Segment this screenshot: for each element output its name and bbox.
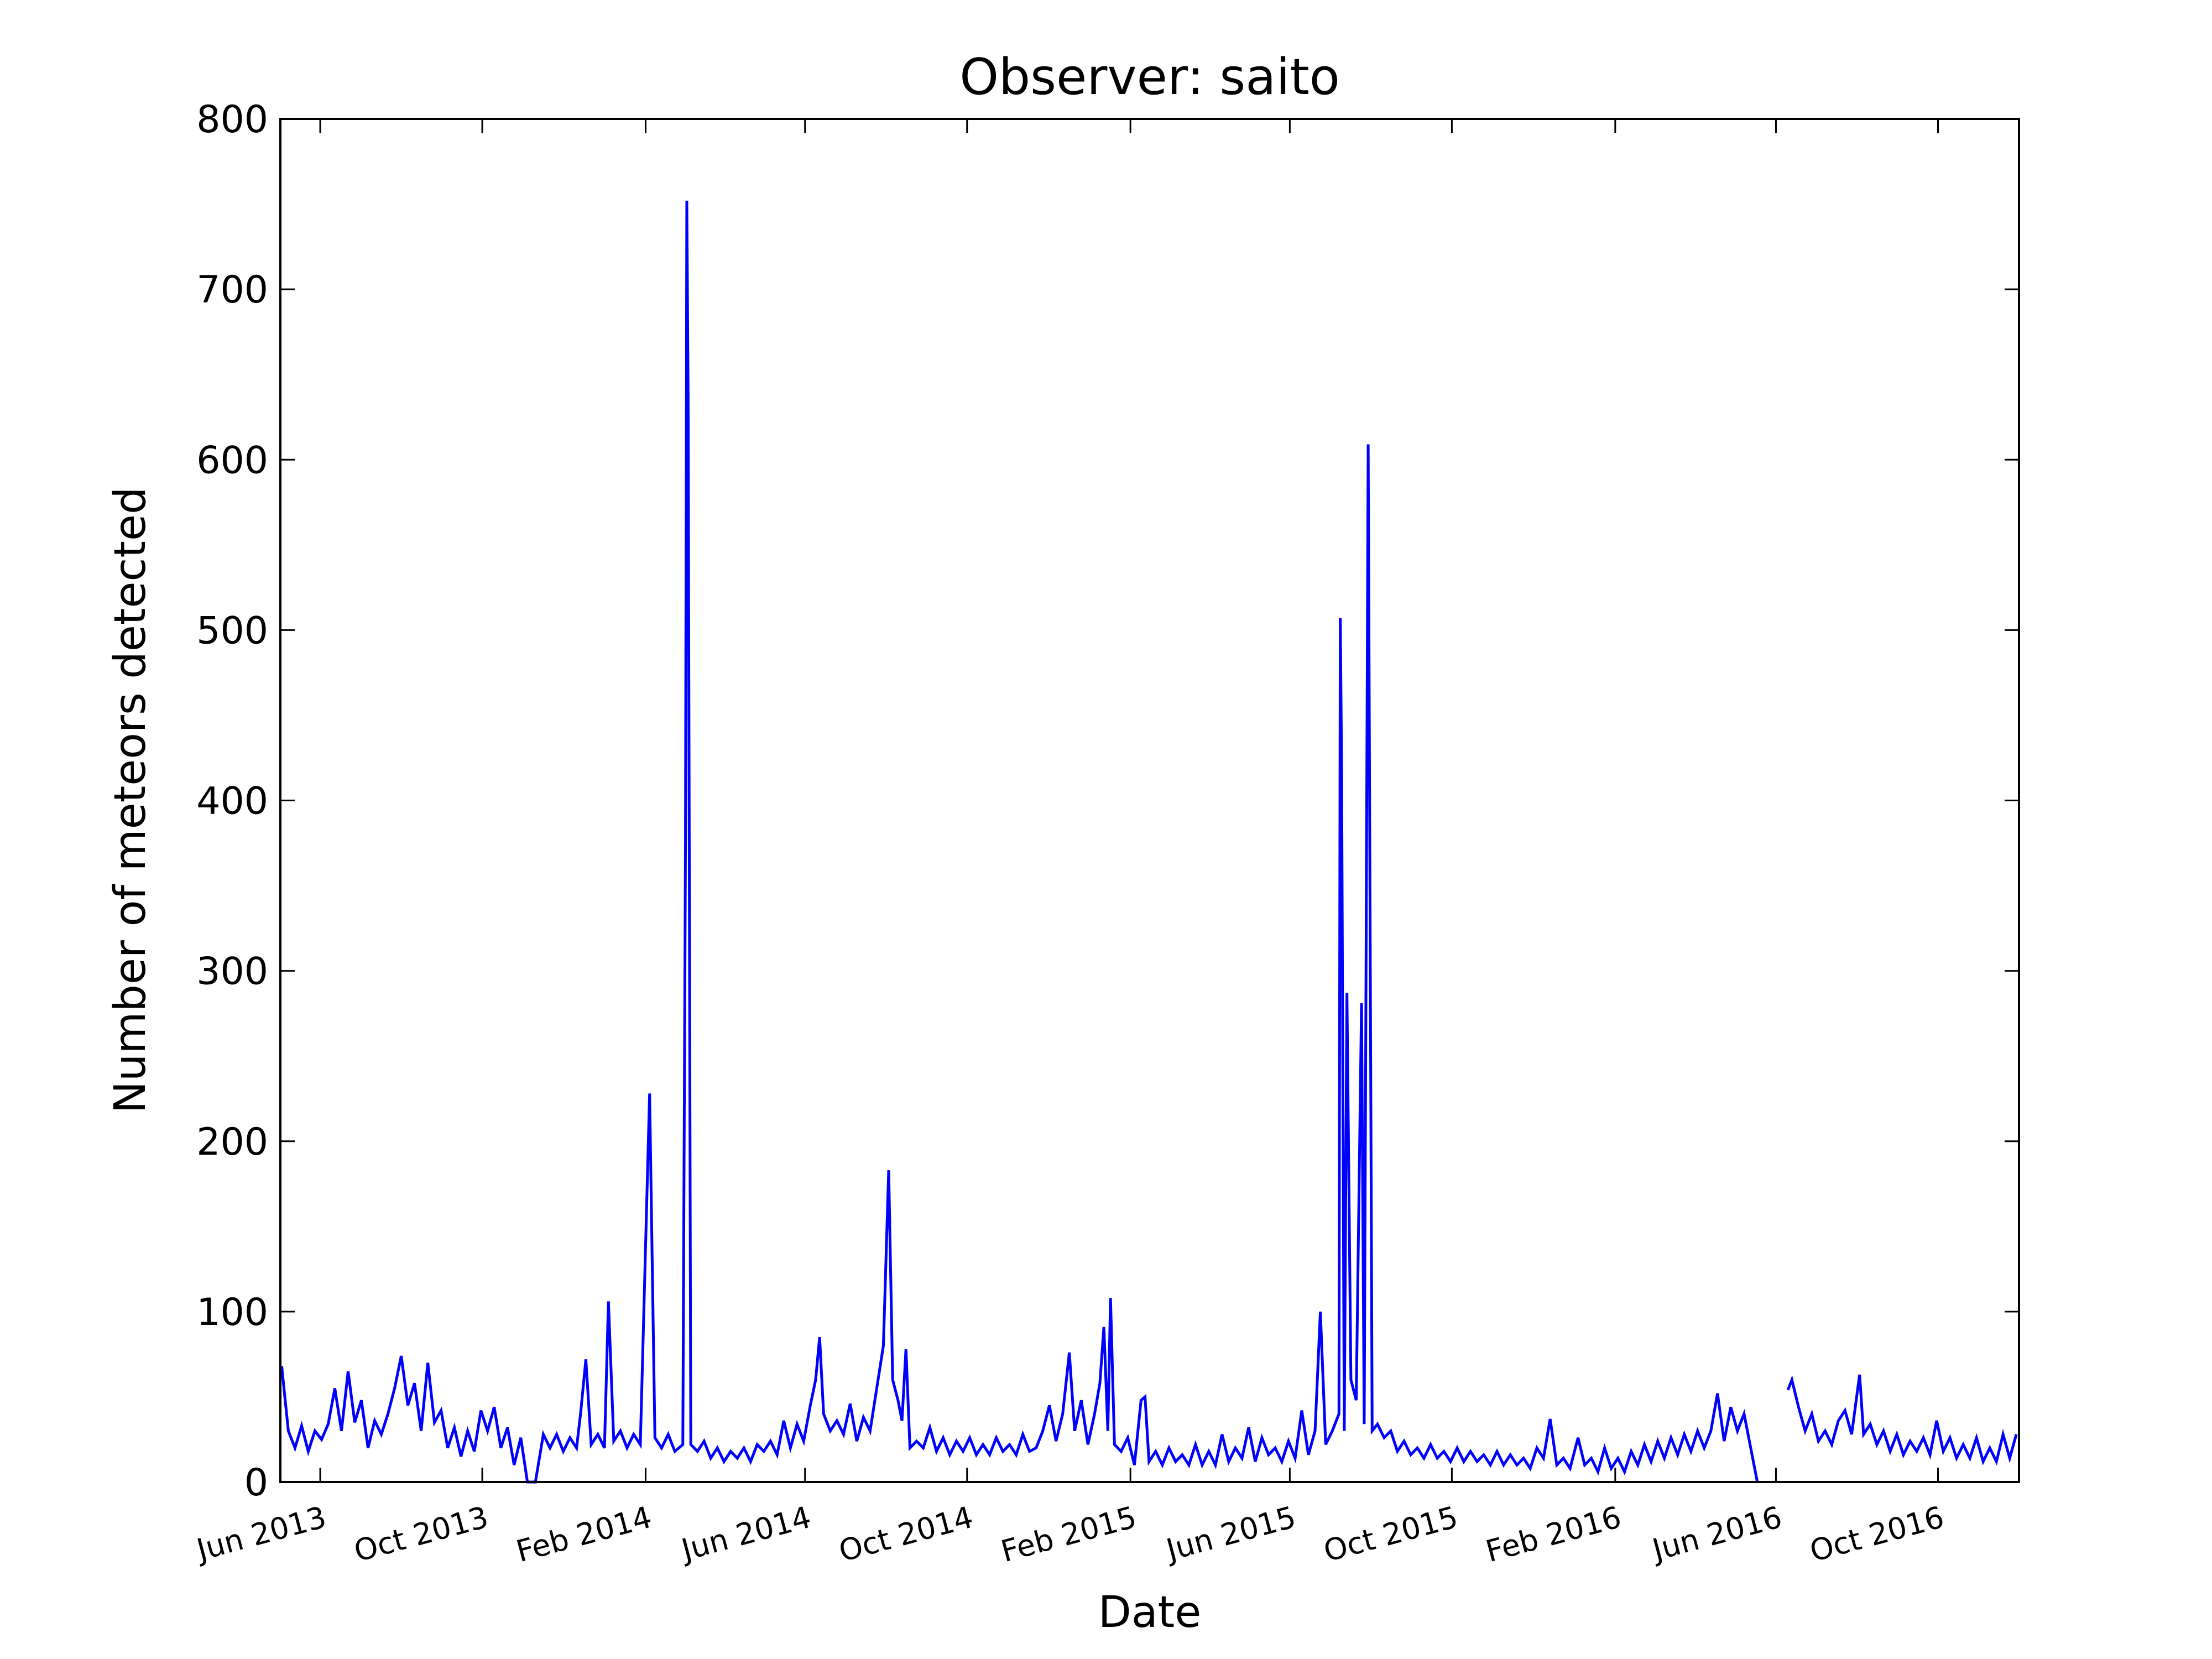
- y-tick-label: 100: [196, 1291, 268, 1334]
- data-line: [280, 200, 2018, 1484]
- x-tick-label: Oct 2015: [1320, 1500, 1462, 1569]
- y-tick-label: 500: [196, 609, 268, 653]
- x-tick-label: Jun 2016: [1647, 1500, 1786, 1568]
- x-tick-label: Oct 2013: [351, 1500, 492, 1569]
- y-tick-label: 200: [196, 1120, 268, 1164]
- x-tick-label: Jun 2013: [191, 1500, 330, 1568]
- x-tick-label: Feb 2015: [998, 1500, 1140, 1569]
- y-tick-label: 700: [196, 268, 268, 312]
- y-tick-label: 400: [196, 780, 268, 823]
- x-tick-label: Feb 2016: [1482, 1500, 1625, 1569]
- x-tick-label: Oct 2014: [835, 1500, 977, 1569]
- x-tick-label: Feb 2014: [513, 1500, 655, 1569]
- y-tick-label: 600: [196, 439, 268, 482]
- chart-title: Observer: saito: [959, 48, 1340, 106]
- y-axis-label: Number of meteors detected: [106, 487, 155, 1114]
- plot-frame: [279, 118, 2020, 1483]
- x-tick-label: Jun 2014: [676, 1500, 815, 1568]
- x-tick-label: Oct 2016: [1806, 1500, 1948, 1569]
- y-tick-label: 0: [244, 1461, 268, 1505]
- x-axis-label: Date: [1098, 1588, 1201, 1637]
- y-tick-label: 300: [196, 950, 268, 994]
- y-tick-label: 800: [196, 98, 268, 142]
- x-tick-label: Jun 2015: [1161, 1500, 1300, 1568]
